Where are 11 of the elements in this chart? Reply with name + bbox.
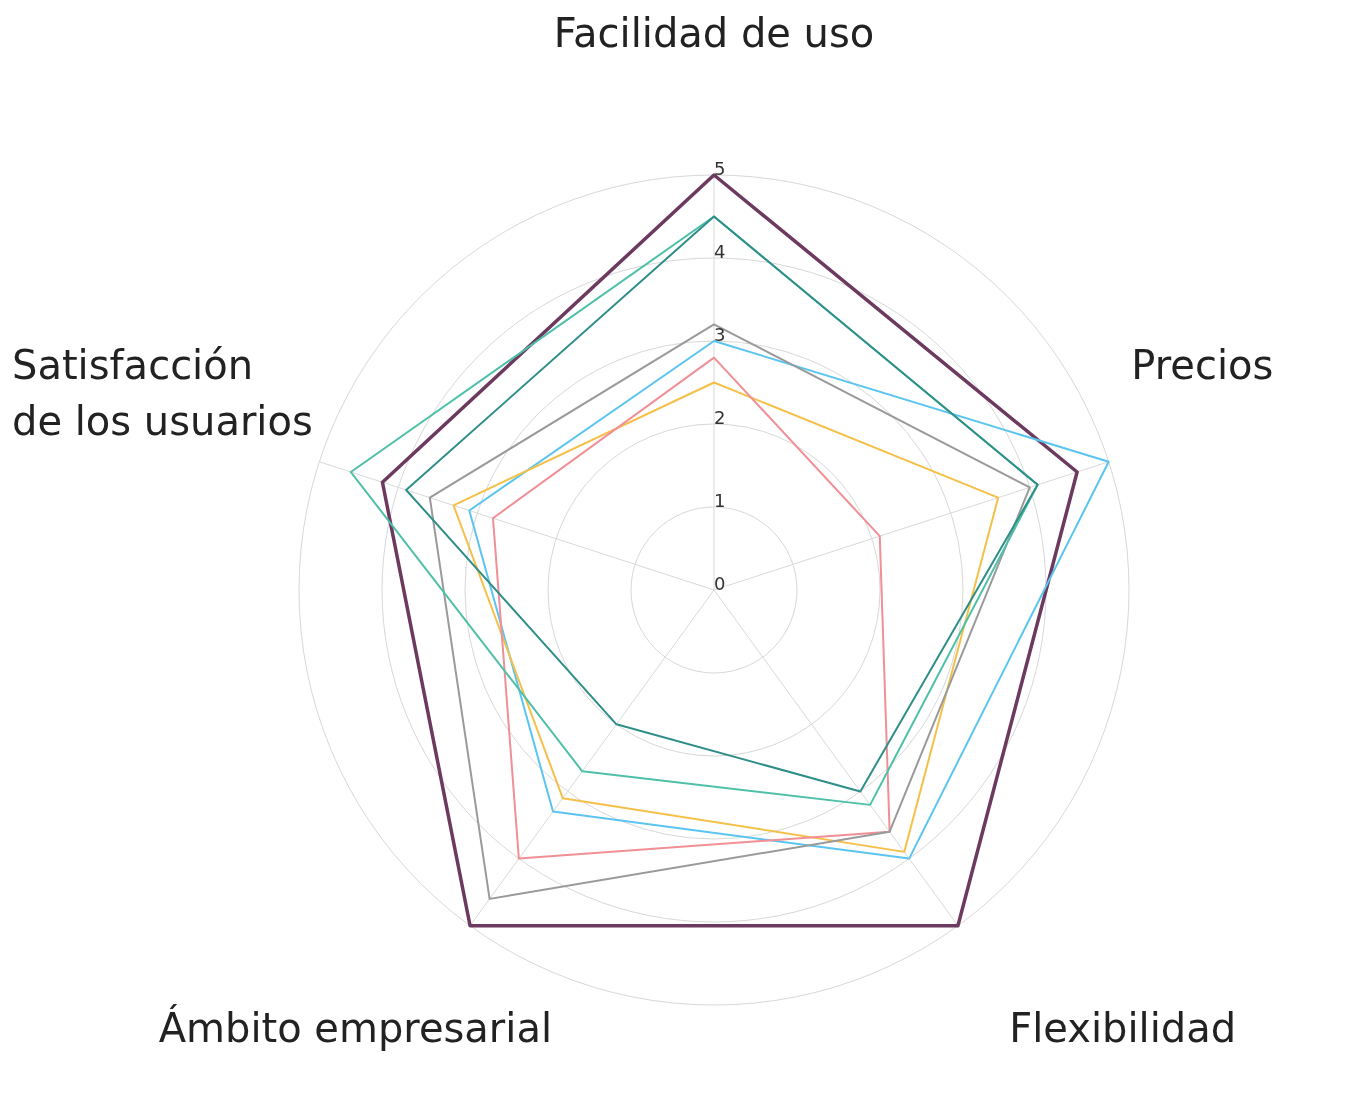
spoke-label: Ámbito empresarial — [158, 1004, 553, 1052]
y-tick-label: 3 — [714, 324, 726, 345]
y-tick-label: 5 — [714, 158, 726, 179]
spoke-label: Facilidad de uso — [553, 10, 875, 56]
spoke-label: Flexibilidad — [1009, 1005, 1237, 1052]
y-tick-label: 2 — [714, 407, 726, 428]
spoke-label: Precios — [1131, 342, 1274, 389]
spoke-label: Satisfacción de los usuarios — [12, 342, 313, 445]
y-tick-label: 1 — [714, 490, 726, 511]
y-tick-label: 0 — [714, 573, 726, 594]
y-tick-label: 4 — [714, 241, 726, 262]
